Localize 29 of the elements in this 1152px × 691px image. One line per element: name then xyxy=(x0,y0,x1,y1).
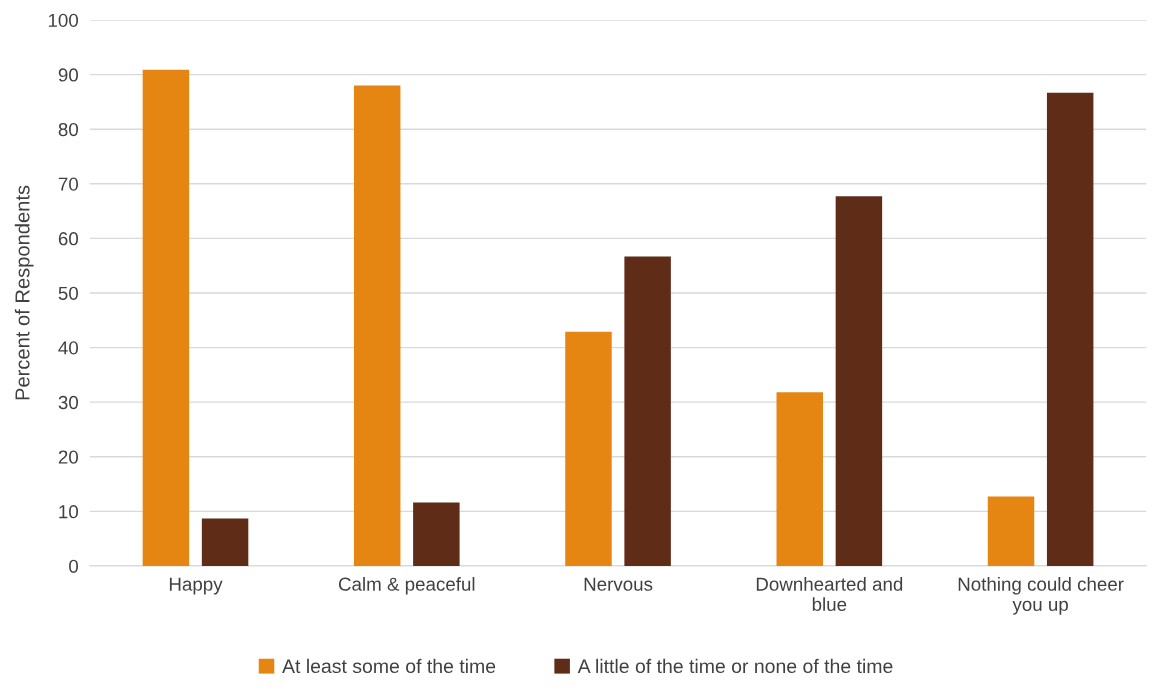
bar xyxy=(201,518,249,566)
bar xyxy=(987,496,1035,566)
y-tick-label: 100 xyxy=(48,13,79,28)
y-tick-label: 10 xyxy=(59,505,79,519)
legend-label: At least some of the time xyxy=(282,658,496,674)
y-tick-label: 50 xyxy=(58,286,79,300)
x-tick-label: Downhearted and blue xyxy=(756,577,903,612)
y-tick-label: 30 xyxy=(58,395,79,410)
y-tick-label: 80 xyxy=(58,122,79,137)
y-tick-label: 0 xyxy=(69,559,79,573)
x-tick-label: Happy xyxy=(169,577,223,595)
legend-label: A little of the time or none of the time xyxy=(577,658,893,674)
x-tick-label: Calm & peaceful xyxy=(338,577,475,595)
x-tick-label: Nothing could cheer you up xyxy=(958,577,1124,615)
bar xyxy=(624,256,671,566)
y-tick-label: 40 xyxy=(58,341,79,355)
bar xyxy=(353,85,401,566)
y-axis-title: Percent of Respondents xyxy=(14,185,34,400)
bar xyxy=(413,502,460,566)
bar xyxy=(776,392,823,566)
y-tick-label: 90 xyxy=(58,68,79,82)
x-tick-label: Nervous xyxy=(584,577,653,591)
y-tick-label: 20 xyxy=(58,450,79,464)
bar xyxy=(835,196,883,566)
bar xyxy=(142,69,190,566)
bar xyxy=(565,331,612,566)
y-tick-label: 60 xyxy=(58,232,79,246)
y-tick-label: 70 xyxy=(58,177,79,191)
bar xyxy=(1046,92,1094,566)
